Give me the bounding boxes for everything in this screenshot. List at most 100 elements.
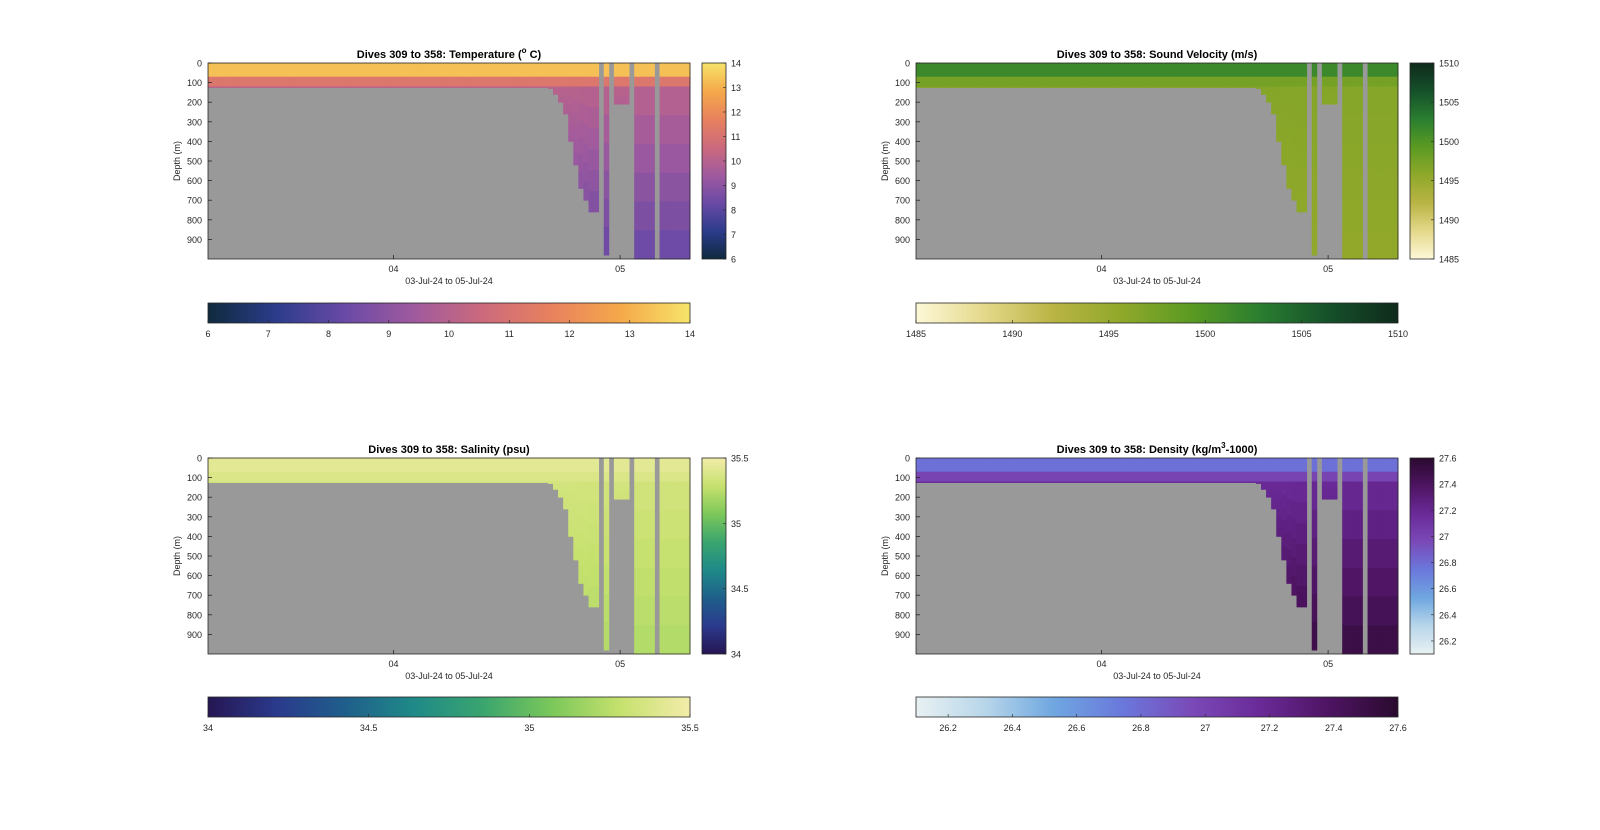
data-cell xyxy=(507,471,513,482)
data-cell xyxy=(649,144,655,174)
data-cell xyxy=(684,481,691,511)
data-cell xyxy=(593,170,600,192)
data-cell xyxy=(603,76,610,87)
data-cell xyxy=(492,482,498,483)
data-cell xyxy=(1286,532,1292,550)
data-cell xyxy=(461,482,468,483)
data-cell xyxy=(573,125,579,140)
data-cell xyxy=(971,471,978,482)
data-cell xyxy=(618,493,625,497)
data-cell xyxy=(370,87,376,88)
data-cell xyxy=(1286,86,1292,104)
data-cell xyxy=(659,201,666,231)
data-cell xyxy=(553,90,559,93)
data-cell xyxy=(639,539,645,569)
data-cell xyxy=(370,482,376,483)
data-cell xyxy=(426,458,432,473)
data-cell xyxy=(1392,86,1399,116)
data-cell xyxy=(553,93,559,95)
data-cell xyxy=(558,491,564,495)
data-cell xyxy=(1377,596,1384,626)
data-cell xyxy=(1047,76,1054,87)
data-cell xyxy=(1113,87,1120,88)
data-cell xyxy=(1098,63,1105,78)
data-cell xyxy=(679,481,686,511)
data-cell xyxy=(451,63,458,78)
data-cell xyxy=(1124,87,1130,88)
data-cell xyxy=(1352,115,1358,145)
data-cell xyxy=(634,625,640,655)
data-cell xyxy=(492,87,498,88)
data-cell xyxy=(1022,76,1029,87)
data-cell xyxy=(568,458,574,473)
data-cell xyxy=(380,87,386,88)
data-cell xyxy=(1332,63,1338,78)
data-cell xyxy=(624,95,630,99)
data-cell xyxy=(1347,471,1353,482)
data-cell xyxy=(593,149,600,171)
data-cell xyxy=(1357,76,1363,87)
data-cell xyxy=(1382,471,1389,482)
data-cell xyxy=(233,63,239,78)
data-cell xyxy=(1255,63,1262,78)
data-cell xyxy=(405,482,412,483)
data-cell xyxy=(542,87,549,88)
data-cell xyxy=(1342,144,1348,174)
data-cell xyxy=(649,201,655,231)
data-cell xyxy=(395,482,402,483)
data-cell xyxy=(1286,549,1292,567)
data-cell xyxy=(537,87,544,88)
y-tick-label: 600 xyxy=(895,571,910,581)
side-colorbar-label: 9 xyxy=(731,181,736,191)
data-cell xyxy=(390,458,397,473)
data-cell xyxy=(987,471,993,482)
data-cell xyxy=(329,76,336,87)
data-cell xyxy=(223,87,229,88)
data-cell xyxy=(1281,151,1287,166)
data-cell xyxy=(1169,63,1176,78)
x-axis-label: 03-Jul-24 to 05-Jul-24 xyxy=(405,671,493,681)
data-cell xyxy=(512,87,518,88)
data-cell xyxy=(487,471,493,482)
data-cell xyxy=(679,86,686,116)
data-cell xyxy=(228,482,234,483)
data-cell xyxy=(426,63,432,78)
data-cell xyxy=(1154,471,1160,482)
data-cell xyxy=(618,490,625,494)
data-cell xyxy=(649,567,655,597)
data-cell xyxy=(659,539,666,569)
data-cell xyxy=(304,87,310,88)
data-cell xyxy=(350,482,356,483)
data-cell xyxy=(537,458,544,473)
data-cell xyxy=(324,76,331,87)
data-cell xyxy=(1134,482,1140,483)
data-cell xyxy=(1286,137,1292,155)
data-cell xyxy=(679,115,686,145)
data-cell xyxy=(568,518,574,528)
data-cell xyxy=(1372,63,1379,78)
data-cell xyxy=(284,63,290,78)
data-cell xyxy=(961,458,968,473)
side-colorbar-label: 1485 xyxy=(1439,255,1459,265)
y-tick-label: 200 xyxy=(895,98,910,108)
data-cell xyxy=(410,471,417,482)
bottom-colorbar-label: 34 xyxy=(203,723,213,733)
data-cell xyxy=(1387,86,1394,116)
data-cell xyxy=(1210,76,1216,87)
data-cell xyxy=(568,481,574,492)
data-cell xyxy=(1291,181,1297,201)
data-cell xyxy=(558,481,564,485)
data-cell xyxy=(299,76,305,87)
data-cell xyxy=(1276,508,1282,519)
data-cell xyxy=(1377,63,1384,78)
data-cell xyxy=(1281,546,1287,561)
data-cell xyxy=(578,471,584,482)
data-cell xyxy=(1083,63,1089,78)
data-cell xyxy=(588,586,594,608)
bottom-colorbar-label: 27 xyxy=(1200,723,1210,733)
data-cell xyxy=(1032,458,1039,473)
data-cell xyxy=(512,63,518,78)
side-colorbar-label: 27.4 xyxy=(1439,480,1457,490)
data-cell xyxy=(1382,458,1389,473)
data-cell xyxy=(1271,63,1277,78)
